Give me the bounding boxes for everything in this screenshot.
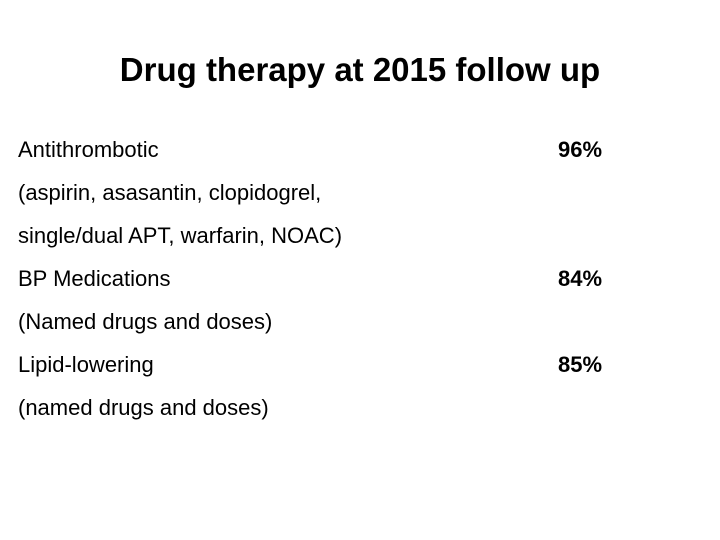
row-value: 84% <box>558 266 603 291</box>
row-detail: (named drugs and doses) <box>18 395 269 420</box>
row-label: Lipid-lowering <box>18 352 154 377</box>
row-value: 85% <box>558 352 603 377</box>
row-detail: (aspirin, asasantin, clopidogrel, <box>18 180 322 205</box>
row-label: Antithrombotic <box>18 137 159 162</box>
row-detail: single/dual APT, warfarin, NOAC) <box>18 223 343 248</box>
row-detail: (Named drugs and doses) <box>18 309 273 334</box>
slide-title: Drug therapy at 2015 follow up <box>119 51 601 88</box>
row-label: BP Medications <box>18 266 171 291</box>
row-value: 96% <box>558 137 603 162</box>
